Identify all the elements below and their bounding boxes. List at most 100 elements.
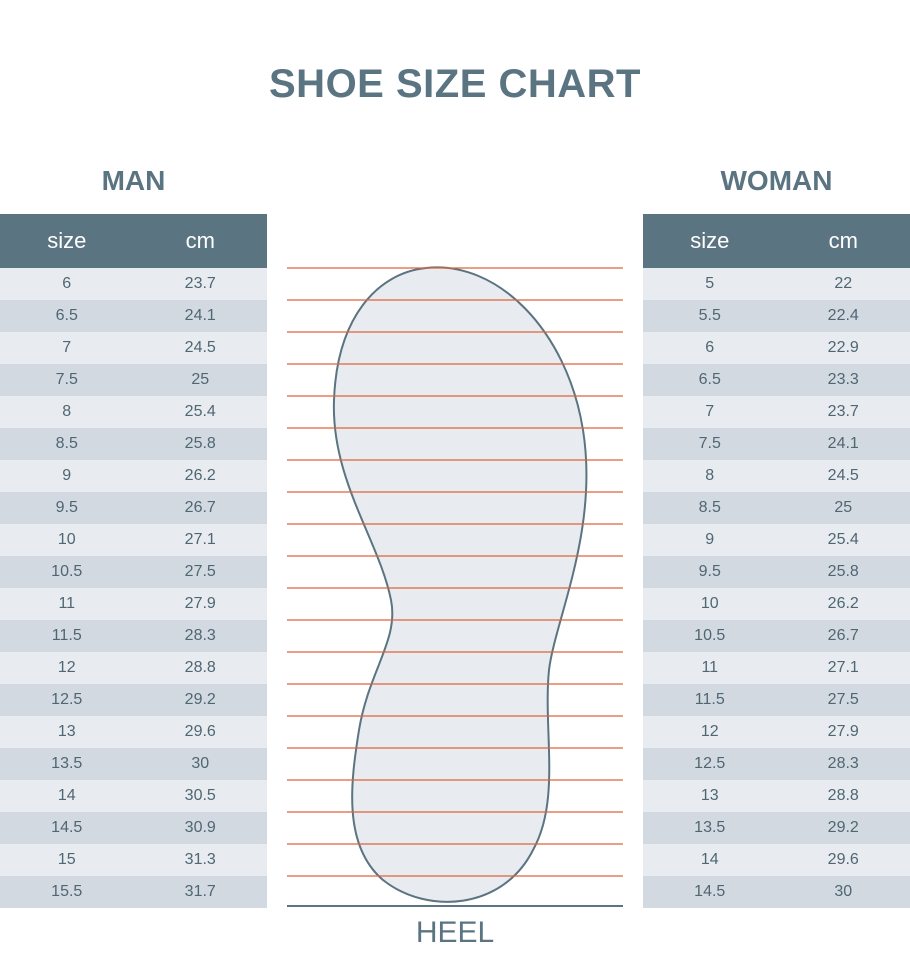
- foot-sole-shape: [332, 266, 588, 903]
- table-row: 11.5 28.3: [0, 620, 267, 652]
- table-row: 11.5 27.5: [643, 684, 910, 716]
- table-row: 7.5 25: [0, 364, 267, 396]
- cm-cell: 30: [776, 876, 910, 908]
- size-column-header: size: [0, 214, 134, 268]
- table-row: 8 25.4: [0, 396, 267, 428]
- cm-cell: 26.2: [133, 460, 267, 492]
- size-cell: 9.5: [643, 556, 777, 588]
- cm-cell: 23.7: [133, 268, 267, 300]
- cm-cell: 25.4: [133, 396, 267, 428]
- size-cell: 6.5: [0, 300, 134, 332]
- cm-cell: 27.1: [133, 524, 267, 556]
- table-row: 12 28.8: [0, 652, 267, 684]
- table-row: 9.5 25.8: [643, 556, 910, 588]
- cm-cell: 23.3: [776, 364, 910, 396]
- table-row: 12 27.9: [643, 716, 910, 748]
- table-row: 13.5 30: [0, 748, 267, 780]
- cm-cell: 31.3: [133, 844, 267, 876]
- size-cell: 15: [0, 844, 134, 876]
- size-cell: 12.5: [0, 684, 134, 716]
- size-cell: 12.5: [643, 748, 777, 780]
- table-row: 10 27.1: [0, 524, 267, 556]
- size-cell: 7: [643, 396, 777, 428]
- table-row: 10.5 26.7: [643, 620, 910, 652]
- size-cell: 7.5: [643, 428, 777, 460]
- size-cell: 9.5: [0, 492, 134, 524]
- cm-cell: 24.5: [133, 332, 267, 364]
- table-row: 14 30.5: [0, 780, 267, 812]
- size-cell: 13.5: [643, 812, 777, 844]
- cm-cell: 24.5: [776, 460, 910, 492]
- table-row: 12.5 28.3: [643, 748, 910, 780]
- man-section-label: MAN: [101, 165, 166, 196]
- cm-cell: 24.1: [133, 300, 267, 332]
- table-row: 13 29.6: [0, 716, 267, 748]
- size-cell: 7.5: [0, 364, 134, 396]
- size-cell: 11.5: [0, 620, 134, 652]
- size-cell: 15.5: [0, 876, 134, 908]
- woman-section-label: WOMAN: [720, 165, 833, 196]
- size-cell: 12: [643, 716, 777, 748]
- table-row: 11 27.9: [0, 588, 267, 620]
- cm-cell: 27.1: [776, 652, 910, 684]
- size-cell: 13: [0, 716, 134, 748]
- table-row: 12.5 29.2: [0, 684, 267, 716]
- cm-cell: 24.1: [776, 428, 910, 460]
- table-row: 15 31.3: [0, 844, 267, 876]
- size-cell: 14: [0, 780, 134, 812]
- cm-cell: 25: [133, 364, 267, 396]
- table-row: 10.5 27.5: [0, 556, 267, 588]
- size-cell: 8.5: [0, 428, 134, 460]
- cm-cell: 26.7: [133, 492, 267, 524]
- table-row: 5 22: [643, 268, 910, 300]
- size-cell: 13: [643, 780, 777, 812]
- size-cell: 14.5: [643, 876, 777, 908]
- table-row: 9 26.2: [0, 460, 267, 492]
- cm-cell: 25.8: [133, 428, 267, 460]
- size-guide-lines: [287, 267, 623, 877]
- table-row: 13.5 29.2: [643, 812, 910, 844]
- table-row: 15.5 31.7: [0, 876, 267, 908]
- size-column-header: size: [643, 214, 777, 268]
- size-cell: 7: [0, 332, 134, 364]
- size-cell: 11: [0, 588, 134, 620]
- cm-cell: 27.9: [776, 716, 910, 748]
- size-cell: 8: [643, 460, 777, 492]
- cm-cell: 29.6: [776, 844, 910, 876]
- cm-cell: 30: [133, 748, 267, 780]
- table-row: 7 23.7: [643, 396, 910, 428]
- table-row: 6 23.7: [0, 268, 267, 300]
- size-cell: 6.5: [643, 364, 777, 396]
- cm-cell: 28.8: [133, 652, 267, 684]
- cm-cell: 26.2: [776, 588, 910, 620]
- size-cell: 10.5: [0, 556, 134, 588]
- cm-cell: 22: [776, 268, 910, 300]
- cm-cell: 22.9: [776, 332, 910, 364]
- table-row: 5.5 22.4: [643, 300, 910, 332]
- size-cell: 5: [643, 268, 777, 300]
- table-header-row: size cm: [643, 214, 910, 268]
- page-title: SHOE SIZE CHART: [269, 62, 641, 106]
- size-cell: 11.5: [643, 684, 777, 716]
- table-row: 8.5 25: [643, 492, 910, 524]
- size-cell: 9: [643, 524, 777, 556]
- cm-cell: 29.6: [133, 716, 267, 748]
- cm-cell: 22.4: [776, 300, 910, 332]
- cm-cell: 30.9: [133, 812, 267, 844]
- cm-cell: 28.8: [776, 780, 910, 812]
- size-cell: 13.5: [0, 748, 134, 780]
- table-row: 13 28.8: [643, 780, 910, 812]
- size-cell: 9: [0, 460, 134, 492]
- table-row: 6 22.9: [643, 332, 910, 364]
- cm-cell: 25: [776, 492, 910, 524]
- table-row: 10 26.2: [643, 588, 910, 620]
- table-row: 8.5 25.8: [0, 428, 267, 460]
- table-row: 8 24.5: [643, 460, 910, 492]
- table-row: 9.5 26.7: [0, 492, 267, 524]
- cm-column-header: cm: [776, 214, 910, 268]
- cm-cell: 31.7: [133, 876, 267, 908]
- table-row: 6.5 24.1: [0, 300, 267, 332]
- cm-cell: 30.5: [133, 780, 267, 812]
- table-row: 7 24.5: [0, 332, 267, 364]
- cm-cell: 28.3: [776, 748, 910, 780]
